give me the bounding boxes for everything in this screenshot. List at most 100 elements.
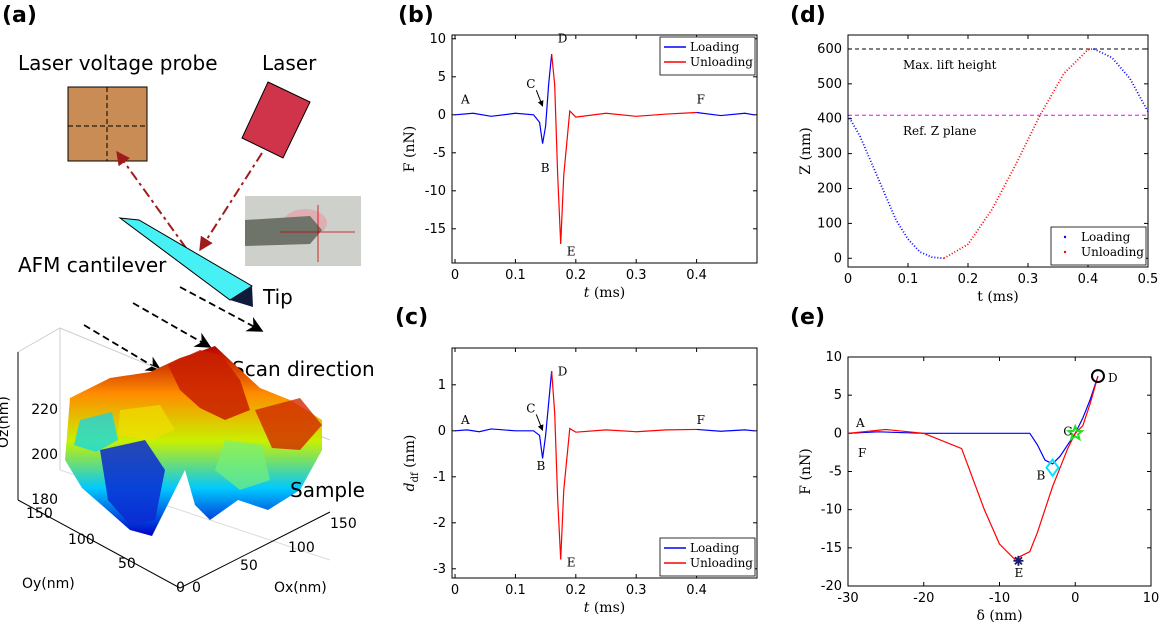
legend-entry: Unloading <box>1081 245 1144 259</box>
x-axis-label: t (ms) <box>584 285 625 301</box>
point-annotation: A <box>460 413 470 427</box>
y-tick-50: 50 <box>118 556 136 572</box>
x-axis-label: Ox(nm) <box>274 580 327 596</box>
series-line <box>847 375 1099 465</box>
marker-d <box>1090 369 1105 384</box>
y-tick-label: 10 <box>825 350 842 365</box>
annotation-arrow <box>535 414 544 431</box>
x-tick-label: 0.1 <box>505 268 526 283</box>
y-tick-label: -2 <box>433 516 446 531</box>
marker-label: E <box>1014 566 1023 580</box>
plot-frame <box>451 34 758 264</box>
x-tick-label: 0.5 <box>1138 272 1159 287</box>
tip-label: Tip <box>262 285 293 309</box>
plot-frame <box>451 347 758 579</box>
point-annotation: B <box>537 459 546 473</box>
x-axis-label: δ (nm) <box>976 608 1022 624</box>
y-tick-label: 0 <box>438 424 446 439</box>
x-tick-100: 100 <box>288 540 315 556</box>
legend-entry: Loading <box>690 541 740 555</box>
x-tick-0: 0 <box>192 580 201 596</box>
point-annotation: E <box>567 244 576 258</box>
y-tick-150: 150 <box>26 506 53 522</box>
legend-box <box>1050 226 1147 266</box>
y-tick-label: 300 <box>817 147 842 162</box>
y-axis-label: ddf (nm) <box>402 435 421 492</box>
point-annotation: D <box>558 365 568 379</box>
cantilever-photo <box>245 196 361 266</box>
series-line <box>551 53 697 245</box>
voltage-probe-icon <box>67 86 148 162</box>
x-axis-label: t (ms) <box>977 289 1018 305</box>
x-axis-label: t (ms) <box>584 600 625 616</box>
marker-c <box>1065 423 1085 442</box>
y-axis-label: F (nN) <box>402 126 418 172</box>
series-line <box>847 375 1099 561</box>
panel-label-d: (d) <box>790 3 826 28</box>
y-tick-label: 0 <box>834 251 842 266</box>
marker-label: D <box>1108 371 1118 385</box>
plot-frame <box>847 356 1152 587</box>
legend-box <box>659 537 756 577</box>
series-line <box>551 370 697 560</box>
panel-label-b: (b) <box>398 3 434 28</box>
legend-entry: Loading <box>690 40 740 54</box>
marker-e <box>1014 556 1023 565</box>
x-tick-label: 0.4 <box>1078 272 1099 287</box>
series-line <box>1093 48 1149 113</box>
series-line <box>454 53 553 144</box>
point-annotation: E <box>567 556 576 570</box>
z-tick-220: 220 <box>31 402 58 418</box>
panel-label-c: (c) <box>395 305 428 330</box>
marker-b <box>1045 458 1060 478</box>
y-tick-label: 5 <box>834 388 842 403</box>
afm-cantilever-icon <box>118 217 253 307</box>
legend-entry: Loading <box>1081 230 1131 244</box>
y-tick-0: 0 <box>176 580 185 596</box>
point-annotation: F <box>697 92 705 106</box>
point-annotation: B <box>541 161 550 175</box>
y-axis-label: Z (nm) <box>798 127 814 174</box>
legend-swatch <box>1063 250 1067 254</box>
y-tick-label: -15 <box>425 222 446 237</box>
x-tick-label: 10 <box>1143 591 1160 606</box>
y-tick-label: 500 <box>817 77 842 92</box>
panel-a: (a) Laser voltage probe Laser AFM canti <box>0 3 375 596</box>
x-tick-150: 150 <box>330 516 357 532</box>
y-tick-label: 600 <box>817 42 842 57</box>
plot-frame <box>847 34 1149 268</box>
y-tick-label: 200 <box>817 182 842 197</box>
reference-line-label: Ref. Z plane <box>903 124 976 138</box>
scan-direction-label: Scan direction <box>232 357 375 381</box>
z-axis-label: Oz(nm) <box>0 396 12 448</box>
x-tick-label: 0 <box>844 272 852 287</box>
marker-label: A <box>855 416 865 430</box>
laser-label: Laser <box>262 51 317 75</box>
x-tick-label: -20 <box>913 591 934 606</box>
point-annotation: D <box>558 32 568 46</box>
reference-line-label: Max. lift height <box>903 58 997 72</box>
x-tick-label: 0.3 <box>626 268 647 283</box>
x-tick-label: 0.2 <box>565 268 586 283</box>
y-tick-label: 0 <box>834 426 842 441</box>
legend-box <box>659 36 756 76</box>
x-tick-label: 0.1 <box>505 583 526 598</box>
marker-label: B <box>1037 469 1046 483</box>
x-tick-label: 0 <box>451 583 459 598</box>
series-line <box>454 370 553 459</box>
laser-icon <box>241 81 311 159</box>
x-tick-label: 0 <box>1071 591 1079 606</box>
x-tick-label: 0.4 <box>686 583 707 598</box>
legend-entry: Unloading <box>690 55 753 69</box>
point-annotation: A <box>460 92 470 106</box>
x-tick-50: 50 <box>240 558 258 574</box>
y-axis-label: F (nN) <box>798 448 814 494</box>
marker-label: C <box>1063 424 1072 438</box>
panel-c: (c) 0 0.1 0.2 0.3 0.4 1 0 -1 -2 -3 t (ms) ddf (nm) A… <box>395 305 758 616</box>
legend-entry: Unloading <box>690 556 753 570</box>
point-annotation: F <box>697 413 705 427</box>
y-tick-label: 5 <box>438 70 446 85</box>
sample-label: Sample <box>290 478 365 502</box>
marker-label: F <box>858 446 866 460</box>
